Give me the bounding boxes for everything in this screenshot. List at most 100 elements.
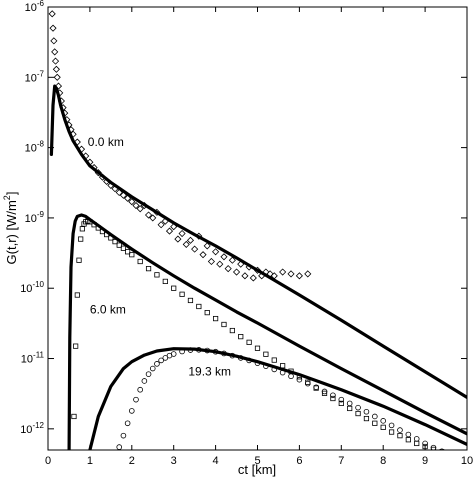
- diamond-marker: [61, 109, 69, 117]
- circle-marker: [124, 420, 131, 427]
- square-marker: [187, 297, 194, 304]
- square-marker: [129, 252, 135, 258]
- diamond-marker: [191, 245, 199, 253]
- y-tick-label: 10-12: [20, 421, 44, 436]
- square-marker: [73, 343, 79, 349]
- y-tick-exponent: -11: [33, 351, 45, 360]
- square-marker: [95, 225, 101, 231]
- circle-marker: [237, 355, 244, 361]
- diamond-marker: [51, 57, 60, 65]
- diamond-marker: [165, 227, 174, 235]
- diamond-marker: [245, 263, 253, 271]
- y-tick-base: 10: [25, 143, 37, 155]
- circle-marker: [154, 361, 160, 367]
- diamond-marker: [136, 205, 144, 213]
- diamond-marker: [178, 229, 186, 238]
- square-marker: [448, 452, 452, 456]
- diamond-marker: [86, 158, 94, 166]
- diamond-marker: [203, 242, 211, 250]
- circle-marker: [129, 408, 135, 414]
- y-tick-exponent: -12: [32, 421, 44, 430]
- diamond-marker: [82, 152, 90, 160]
- x-axis-label: ct [km]: [238, 462, 276, 477]
- diamond-marker: [132, 201, 140, 210]
- square-marker: [388, 429, 395, 435]
- diamond-marker: [216, 260, 224, 268]
- square-marker: [116, 242, 122, 248]
- diamond-marker: [241, 272, 249, 280]
- square-marker: [196, 303, 202, 310]
- diamond-marker: [224, 265, 232, 273]
- circle-marker: [137, 386, 143, 393]
- diamond-marker: [228, 256, 236, 264]
- y-tick-label: 10-8: [25, 140, 45, 155]
- circle-marker: [196, 347, 202, 353]
- square-marker: [112, 239, 118, 245]
- square-marker: [212, 315, 219, 322]
- diamond-marker: [54, 82, 63, 90]
- y-tick-exponent: -10: [32, 280, 44, 289]
- diamond-marker: [144, 211, 153, 219]
- square-marker: [238, 334, 244, 340]
- circle-marker: [397, 427, 403, 433]
- diamond-marker: [295, 272, 303, 280]
- curve-annotation: 0.0 km: [88, 135, 124, 149]
- square-marker: [79, 226, 85, 232]
- square-marker: [108, 235, 114, 241]
- diamond-marker: [212, 248, 220, 256]
- diamond-marker: [270, 272, 278, 280]
- diamond-marker: [115, 188, 123, 197]
- circle-marker: [363, 408, 370, 415]
- diamond-marker: [59, 104, 67, 112]
- circle-marker: [422, 440, 428, 447]
- diamond-marker: [140, 201, 148, 210]
- circle-marker: [405, 431, 412, 438]
- circle-marker: [149, 365, 156, 372]
- diamond-marker: [161, 217, 169, 225]
- annotations: 0.0 km 6.0 km 19.3 km: [88, 135, 231, 379]
- series-line: [67, 213, 467, 450]
- x-tick-label: 10: [461, 455, 473, 467]
- circle-marker: [388, 422, 395, 429]
- y-axis-label-sup: 2: [2, 195, 12, 200]
- square-marker: [104, 231, 110, 238]
- square-marker: [145, 266, 152, 272]
- axis-ticks: 0 1 2 3 4 5 6 7 8 9 1010-1210-1110-1010-910-810-71…: [20, 0, 473, 467]
- diamond-marker: [170, 223, 178, 231]
- y-tick-label: 10-10: [20, 280, 44, 295]
- square-marker: [99, 228, 106, 235]
- circle-marker: [355, 404, 361, 411]
- y-tick-base: 10: [20, 283, 32, 295]
- y-tick-base: 10: [25, 72, 37, 84]
- y-tick-exponent: -7: [37, 69, 45, 78]
- circle-marker: [313, 384, 319, 391]
- circle-marker: [133, 396, 139, 403]
- diamond-marker: [98, 173, 107, 181]
- diamond-marker: [258, 272, 266, 280]
- square-marker: [179, 291, 185, 297]
- diamond-marker: [77, 145, 86, 153]
- diamond-marker: [94, 169, 102, 177]
- diamond-marker: [149, 214, 157, 222]
- circle-marker: [413, 436, 420, 442]
- square-marker: [380, 424, 386, 430]
- curve-annotation: 6.0 km: [90, 302, 126, 316]
- y-tick-exponent: -9: [37, 210, 45, 219]
- circle-marker: [439, 448, 445, 450]
- circle-marker: [279, 369, 286, 376]
- square-marker: [347, 405, 353, 412]
- circle-marker: [338, 396, 345, 403]
- diamond-marker: [199, 251, 207, 259]
- square-marker: [355, 410, 361, 417]
- diamond-marker: [52, 65, 60, 73]
- square-marker: [430, 446, 437, 450]
- diamond-marker: [103, 177, 111, 186]
- diamond-marker: [51, 48, 59, 56]
- circle-marker: [120, 432, 127, 439]
- plot-area: [48, 10, 467, 456]
- diamond-marker: [128, 198, 136, 206]
- diamond-marker: [56, 89, 64, 97]
- diamond-marker: [220, 253, 228, 261]
- x-tick-label: 2: [129, 455, 135, 467]
